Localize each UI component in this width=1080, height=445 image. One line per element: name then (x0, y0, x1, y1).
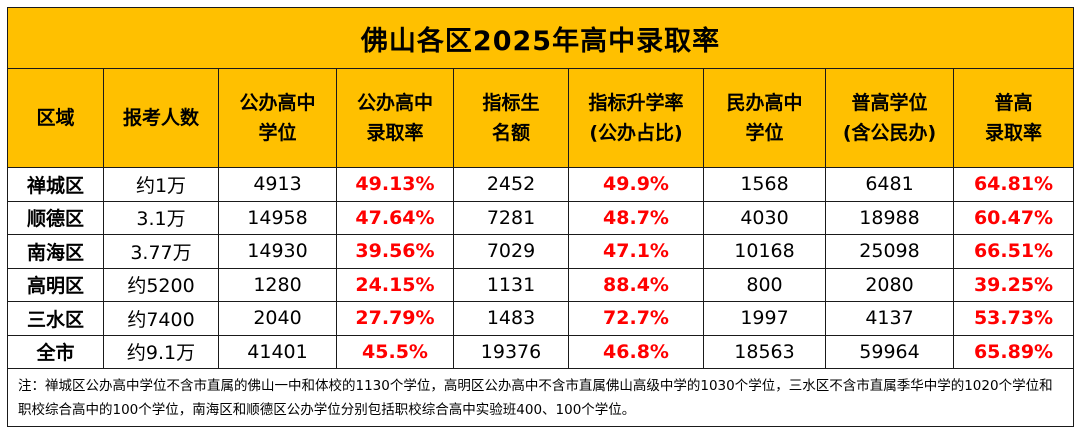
table-row: 三水区 约7400 2040 27.79% 1483 72.7% 1997 4137 53.73… (7, 301, 1075, 336)
table-note: 注：禅城区公办高中学位不含市直属的佛山一中和体校的1130个学位，高明区公办高中… (6, 368, 1075, 427)
admission-rate-table: 佛山各区2025年高中录取率 区域 报考人数 公办高中 学位 公办高中 录取率 指标生 名额指… (6, 7, 1075, 427)
cell-private-seats: 800 (703, 267, 826, 302)
cell-applicants: 3.77万 (103, 234, 219, 269)
cell-public-rate: 24.15% (336, 267, 454, 302)
cell-region: 顺德区 (7, 200, 104, 235)
header-public-seats: 公办高中 学位 (218, 68, 337, 168)
cell-quota-rate: 72.7% (568, 301, 704, 336)
cell-public-seats: 41401 (218, 334, 337, 369)
cell-public-seats: 14930 (218, 234, 337, 269)
cell-quota-seats: 7029 (453, 234, 569, 269)
cell-region: 全市 (7, 334, 104, 369)
header-line: 报考人数 (122, 107, 199, 129)
header-line: 指标生 (482, 92, 540, 114)
cell-private-seats: 18563 (703, 334, 826, 369)
header-region: 区域 (7, 68, 104, 168)
cell-public-rate: 27.79% (336, 301, 454, 336)
cell-private-seats: 1568 (703, 167, 826, 202)
cell-quota-seats: 2452 (453, 167, 569, 202)
cell-quota-seats: 19376 (453, 334, 569, 369)
table-title: 佛山各区2025年高中录取率 (6, 7, 1075, 69)
header-line: 学位 (258, 122, 297, 144)
cell-region: 三水区 (7, 301, 104, 336)
cell-quota-seats: 7281 (453, 200, 569, 235)
header-line: 普高 (994, 92, 1033, 114)
cell-quota-rate: 47.1% (568, 234, 704, 269)
header-line: 录取率 (366, 122, 424, 144)
cell-total-seats: 6481 (825, 167, 954, 202)
cell-applicants: 约1万 (103, 167, 219, 202)
cell-region: 禅城区 (7, 167, 104, 202)
cell-private-seats: 4030 (703, 200, 826, 235)
header-row: 区域 报考人数 公办高中 学位 公办高中 录取率 指标生 名额 指标升学率 (公办占比) 民办高中学… (7, 68, 1075, 168)
cell-quota-seats: 1131 (453, 267, 569, 302)
cell-public-rate: 45.5% (336, 334, 454, 369)
cell-applicants: 约9.1万 (103, 334, 219, 369)
cell-region: 高明区 (7, 267, 104, 302)
cell-applicants: 约5200 (103, 267, 219, 302)
cell-public-seats: 1280 (218, 267, 337, 302)
header-line: 公办高中 (239, 92, 316, 114)
cell-overall-rate: 53.73% (952, 301, 1075, 336)
header-quota-rate: 指标升学率 (公办占比) (568, 68, 704, 168)
cell-quota-rate: 49.9% (568, 167, 704, 202)
cell-total-seats: 25098 (825, 234, 954, 269)
cell-public-seats: 4913 (218, 167, 337, 202)
header-public-rate: 公办高中 录取率 (336, 68, 454, 168)
header-line: 区域 (36, 107, 75, 129)
table-row: 顺德区 3.1万 14958 47.64% 7281 48.7% 4030 18988 60.4… (7, 200, 1075, 235)
table-row: 全市 约9.1万 41401 45.5% 19376 46.8% 18563 59964 65.… (7, 334, 1075, 369)
admission-table-container: 佛山各区2025年高中录取率 区域 报考人数 公办高中 学位 公办高中 录取率 指标生 名额指… (6, 7, 1075, 437)
table-row: 南海区 3.77万 14930 39.56% 7029 47.1% 10168 25098 66… (7, 234, 1075, 269)
header-line: 民办高中 (726, 92, 803, 114)
table-row: 高明区 约5200 1280 24.15% 1131 88.4% 800 2080 39.25% (7, 267, 1075, 302)
cell-overall-rate: 60.47% (952, 200, 1075, 235)
cell-overall-rate: 39.25% (952, 267, 1075, 302)
cell-public-seats: 2040 (218, 301, 337, 336)
header-total-seats: 普高学位 (含公民办) (825, 68, 954, 168)
header-line: 普高学位 (851, 92, 928, 114)
cell-public-rate: 49.13% (336, 167, 454, 202)
header-private-seats: 民办高中 学位 (703, 68, 826, 168)
cell-public-rate: 47.64% (336, 200, 454, 235)
cell-overall-rate: 66.51% (952, 234, 1075, 269)
cell-total-seats: 4137 (825, 301, 954, 336)
cell-total-seats: 59964 (825, 334, 954, 369)
cell-private-seats: 10168 (703, 234, 826, 269)
cell-quota-rate: 88.4% (568, 267, 704, 302)
cell-private-seats: 1997 (703, 301, 826, 336)
cell-overall-rate: 64.81% (952, 167, 1075, 202)
header-line: (公办占比) (589, 122, 683, 144)
cell-quota-seats: 1483 (453, 301, 569, 336)
header-line: (含公民办) (842, 122, 937, 144)
table-row: 禅城区 约1万 4913 49.13% 2452 49.9% 1568 6481 64.81% (7, 167, 1075, 202)
header-overall-rate: 普高 录取率 (952, 68, 1075, 168)
cell-public-rate: 39.56% (336, 234, 454, 269)
cell-total-seats: 2080 (825, 267, 954, 302)
cell-applicants: 3.1万 (103, 200, 219, 235)
header-line: 公办高中 (356, 92, 433, 114)
header-line: 录取率 (985, 122, 1043, 144)
cell-region: 南海区 (7, 234, 104, 269)
header-applicants: 报考人数 (103, 68, 219, 168)
header-line: 名额 (491, 122, 530, 144)
cell-total-seats: 18988 (825, 200, 954, 235)
cell-applicants: 约7400 (103, 301, 219, 336)
cell-public-seats: 14958 (218, 200, 337, 235)
header-line: 指标升学率 (588, 92, 684, 114)
cell-quota-rate: 46.8% (568, 334, 704, 369)
cell-overall-rate: 65.89% (952, 334, 1075, 369)
header-line: 学位 (745, 122, 784, 144)
header-quota-seats: 指标生 名额 (453, 68, 569, 168)
cell-quota-rate: 48.7% (568, 200, 704, 235)
